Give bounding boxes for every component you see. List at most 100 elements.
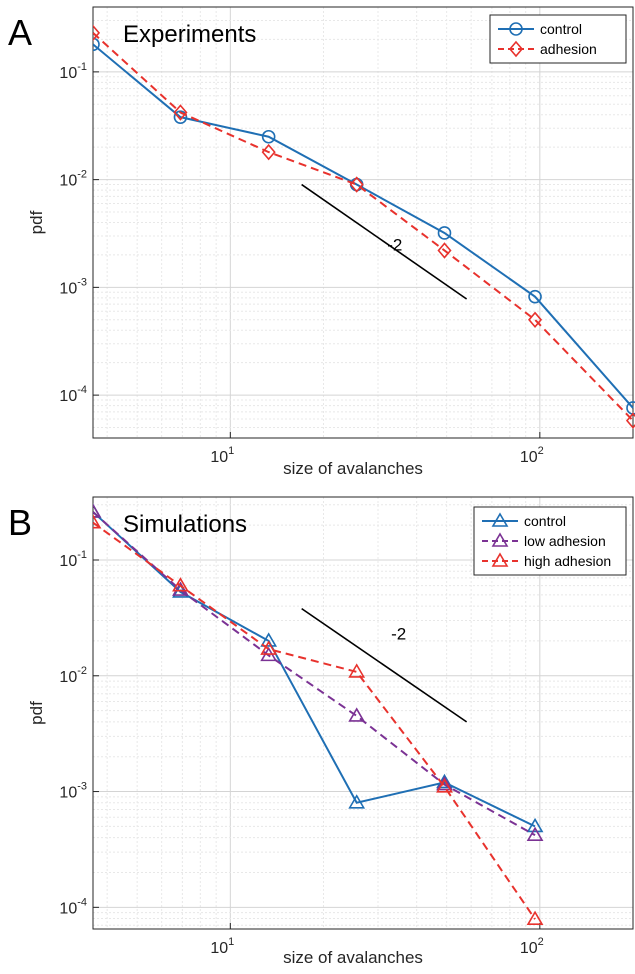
- data-point: [261, 143, 276, 161]
- data-point: [437, 226, 452, 240]
- series-adhesion: [93, 24, 635, 429]
- slope-reference-line: [301, 183, 468, 300]
- panel-label: A: [8, 12, 32, 53]
- y-axis-label: pdf: [27, 701, 46, 725]
- data-point: [172, 577, 189, 592]
- series-line: [93, 32, 634, 422]
- y-tick-label: 10-2: [59, 169, 87, 190]
- y-tick-exponent: -2: [77, 169, 87, 181]
- y-tick-label: 10-3: [59, 781, 87, 802]
- legend-label: control: [540, 21, 582, 37]
- data-point: [348, 794, 366, 809]
- x-tick-base: 10: [210, 449, 228, 466]
- y-tick-base: 10: [59, 280, 77, 297]
- y-tick-label: 10-1: [59, 61, 87, 82]
- data-point: [437, 242, 452, 259]
- y-tick-label: 10-4: [59, 384, 87, 405]
- y-tick-exponent: -4: [77, 896, 87, 908]
- legend: control adhesion: [489, 14, 627, 64]
- panel-label: B: [8, 502, 32, 543]
- series-line: [93, 511, 536, 828]
- data-point: [93, 37, 100, 52]
- chart-title: Simulations: [123, 511, 247, 538]
- y-tick-exponent: -4: [77, 384, 87, 396]
- data-point: [172, 581, 189, 596]
- axes-box: [92, 6, 634, 439]
- y-tick-base: 10: [59, 553, 77, 570]
- x-tick-base: 10: [210, 940, 228, 957]
- x-tick-label: 101: [210, 936, 234, 957]
- data-point: [93, 514, 102, 529]
- data-point: [527, 311, 543, 329]
- x-tick-base: 10: [520, 940, 538, 957]
- data-point: [348, 663, 366, 678]
- y-tick-base: 10: [59, 65, 77, 82]
- y-tick-label: 10-3: [59, 276, 87, 297]
- slope-reference-line: [301, 607, 468, 723]
- data-point: [173, 104, 188, 121]
- series-high-adhesion: [93, 514, 544, 925]
- y-tick-label: 10-1: [59, 549, 87, 570]
- data-point: [349, 176, 364, 193]
- chart-title: Experiments: [123, 21, 256, 48]
- x-tick-base: 10: [520, 449, 538, 466]
- y-tick-base: 10: [59, 173, 77, 190]
- x-axis-label: size of avalanches: [283, 948, 423, 967]
- legend-marker: [491, 512, 509, 527]
- data-point: [436, 778, 453, 793]
- series-line: [93, 43, 634, 409]
- x-tick-label: 102: [520, 445, 544, 466]
- legend-box: [489, 14, 627, 64]
- axes-box: [92, 496, 634, 930]
- slope-label: -2: [391, 625, 406, 644]
- x-tick-exponent: 2: [538, 445, 544, 457]
- legend-marker: [509, 22, 523, 36]
- y-tick-base: 10: [59, 388, 77, 405]
- series-line: [93, 521, 536, 920]
- x-tick-exponent: 1: [228, 936, 234, 948]
- legend-box: [473, 506, 627, 576]
- slope-label: -2: [387, 235, 402, 254]
- y-tick-base: 10: [59, 900, 77, 917]
- data-point: [526, 910, 544, 925]
- y-tick-label: 10-4: [59, 896, 87, 917]
- y-tick-label: 10-2: [59, 665, 87, 686]
- data-point: [528, 289, 542, 304]
- data-point: [260, 632, 278, 647]
- y-tick-base: 10: [59, 785, 77, 802]
- series-line: [93, 511, 536, 837]
- x-axis-label: size of avalanches: [283, 459, 423, 478]
- data-point: [526, 826, 544, 841]
- data-point: [348, 707, 366, 722]
- data-point: [625, 412, 635, 429]
- y-tick-exponent: -1: [77, 61, 87, 73]
- data-point: [261, 129, 276, 144]
- legend-label: control: [524, 513, 566, 529]
- x-tick-label: 101: [210, 445, 234, 466]
- y-tick-base: 10: [59, 669, 77, 686]
- y-tick-exponent: -2: [77, 665, 87, 677]
- data-point: [93, 24, 101, 42]
- y-tick-exponent: -1: [77, 549, 87, 561]
- legend-label: high adhesion: [524, 553, 611, 569]
- y-tick-exponent: -3: [77, 781, 87, 793]
- legend-label: low adhesion: [524, 533, 606, 549]
- y-axis-label: pdf: [27, 210, 46, 234]
- y-tick-exponent: -3: [77, 276, 87, 288]
- series-low-adhesion: [93, 503, 544, 841]
- legend-marker: [491, 532, 509, 547]
- legend-label: adhesion: [540, 41, 597, 57]
- legend: control low adhesion high adhesion: [473, 506, 627, 576]
- data-point: [260, 640, 278, 655]
- x-tick-exponent: 2: [538, 936, 544, 948]
- data-point: [526, 817, 544, 833]
- x-tick-label: 102: [520, 936, 544, 957]
- x-tick-exponent: 1: [228, 445, 234, 457]
- legend-marker: [508, 40, 524, 58]
- legend-marker: [491, 552, 509, 567]
- data-point: [93, 503, 102, 518]
